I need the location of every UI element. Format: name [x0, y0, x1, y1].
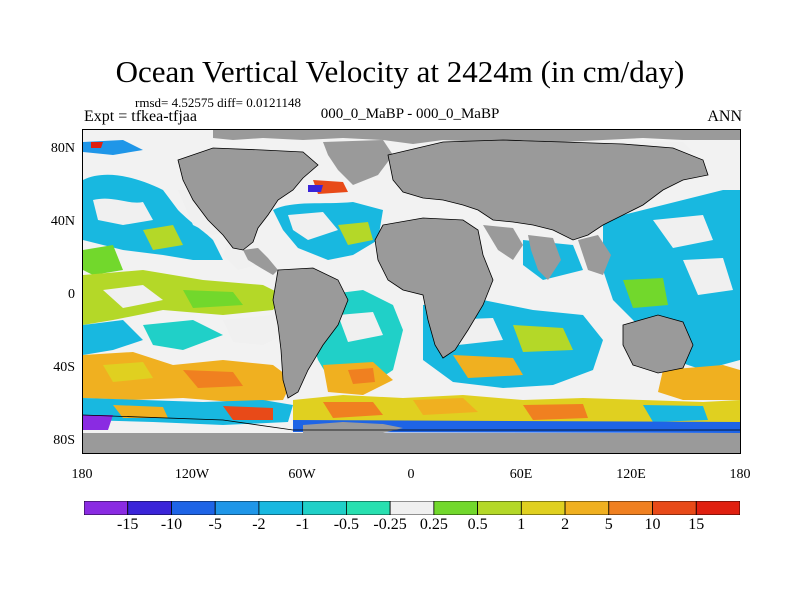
x-tick-60e: 60E [509, 467, 533, 482]
colorbar-box [171, 501, 216, 515]
colorbar-box [389, 501, 435, 515]
colorbar-box [652, 501, 697, 515]
x-tick-120e: 120E [616, 467, 646, 482]
colorbar-label: -0.5 [333, 516, 360, 533]
colorbar-box [84, 501, 129, 515]
colorbar-box [214, 501, 260, 515]
case-label: 000_0_MaBP - 000_0_MaBP [320, 106, 500, 122]
x-tick-120w: 120W [174, 467, 210, 482]
colorbar-label: 1 [517, 516, 526, 533]
colorbar-label: -5 [208, 516, 222, 533]
x-tick-180e: 180 [729, 467, 751, 482]
x-tick-60w: 60W [288, 467, 316, 482]
y-tick-40s: 40S [53, 360, 75, 375]
coastlines [83, 139, 740, 431]
map-svg [83, 130, 740, 453]
colorbar-box [477, 501, 522, 515]
velocity-field [83, 140, 740, 433]
y-tick-80n: 80N [50, 141, 75, 156]
colorbar-label: -1 [296, 516, 310, 533]
map-panel [82, 129, 741, 454]
colorbar-box [433, 501, 478, 515]
colorbar-box [127, 501, 172, 515]
stats-text: rmsd= 4.52575 diff= 0.0121148 [135, 95, 301, 110]
x-tick-0: 0 [407, 467, 415, 482]
colorbar-box [564, 501, 610, 515]
colorbar-label: 5 [604, 516, 613, 533]
colorbar-box [345, 501, 391, 515]
colorbar-box [302, 501, 347, 515]
land-masses [83, 130, 740, 453]
colorbar [84, 501, 740, 515]
y-tick-0: 0 [68, 287, 75, 302]
colorbar-box [258, 501, 304, 515]
colorbar-box [520, 501, 566, 515]
colorbar-label: -15 [117, 516, 139, 533]
colorbar-label: 10 [644, 516, 661, 533]
season-label: ANN [707, 108, 742, 125]
chart-title: Ocean Vertical Velocity at 2424m (in cm/… [115, 54, 685, 89]
y-tick-40n: 40N [50, 214, 75, 229]
colorbar-label: -10 [160, 516, 183, 533]
y-tick-80s: 80S [53, 433, 75, 448]
colorbar-label: -0.25 [373, 516, 407, 533]
colorbar-box [608, 501, 653, 515]
colorbar-box [695, 501, 740, 515]
colorbar-label: 0.25 [419, 516, 448, 533]
colorbar-label: 2 [561, 516, 570, 533]
colorbar-label: -2 [252, 516, 266, 533]
x-tick-180w: 180 [71, 467, 93, 482]
colorbar-label: 15 [688, 516, 705, 533]
colorbar-label: 0.5 [467, 516, 488, 533]
experiment-label: Expt = tfkea-tfjaa [84, 108, 197, 125]
